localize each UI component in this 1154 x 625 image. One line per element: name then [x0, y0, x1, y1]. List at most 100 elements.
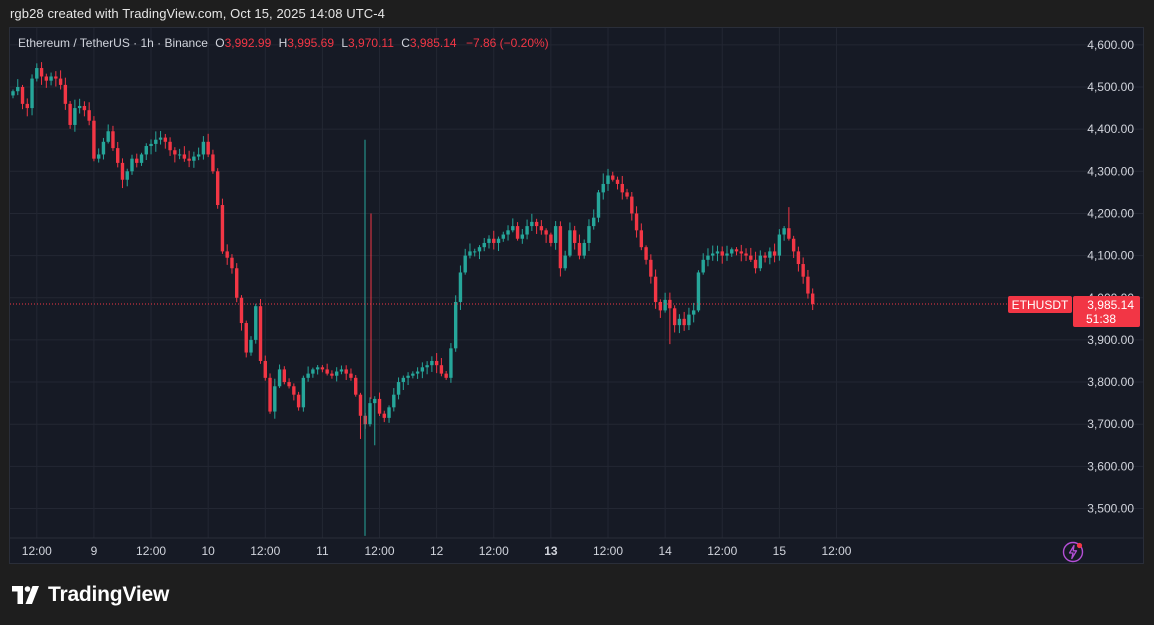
- candle: [406, 372, 410, 386]
- candle: [630, 191, 634, 221]
- candle-body: [287, 382, 291, 387]
- candle-body: [411, 373, 415, 376]
- candle-body: [225, 251, 229, 258]
- legend-low-label: L: [341, 36, 349, 50]
- x-tick-label: 12:00: [707, 544, 737, 558]
- y-tick-label: 4,500.00: [1087, 80, 1134, 94]
- x-tick-label: 15: [773, 544, 787, 558]
- candle-body: [39, 68, 44, 77]
- candle-body: [473, 251, 477, 253]
- candle: [496, 236, 501, 252]
- candle: [301, 375, 306, 412]
- candle-body: [772, 251, 777, 256]
- candle-body: [453, 301, 458, 349]
- x-tick-label: 14: [658, 544, 672, 558]
- candle-body: [54, 76, 58, 79]
- candle: [263, 355, 267, 381]
- candle-body: [430, 360, 434, 366]
- x-tick-label: 12:00: [22, 544, 52, 558]
- candle: [606, 168, 610, 191]
- candle: [777, 229, 782, 261]
- legend-change: −7.86 (−0.20%): [465, 36, 549, 50]
- candle-body: [149, 143, 153, 147]
- candle-body: [549, 234, 553, 243]
- candle-body: [192, 156, 196, 161]
- candle: [492, 230, 496, 250]
- x-tick-label: 11: [316, 544, 329, 558]
- candle: [501, 231, 505, 242]
- candle-body: [220, 205, 225, 252]
- candle-body: [677, 318, 682, 326]
- candle-body: [625, 192, 629, 197]
- candle: [349, 368, 353, 381]
- candle: [787, 207, 791, 241]
- candle: [644, 245, 648, 265]
- candle: [187, 150, 191, 168]
- candle: [230, 254, 234, 274]
- y-tick-label: 4,100.00: [1087, 249, 1134, 263]
- candle: [677, 314, 682, 334]
- candle-body: [568, 230, 572, 256]
- candle: [249, 336, 253, 356]
- candle: [534, 218, 539, 234]
- candle-body: [182, 154, 187, 159]
- candle: [553, 221, 558, 250]
- y-tick-label: 3,600.00: [1087, 459, 1134, 473]
- chart-area[interactable]: 3,500.00 3,600.00 3,700.00 3,800.00 3,900.00…: [9, 27, 1144, 564]
- candle-body: [268, 377, 272, 412]
- candle: [796, 246, 801, 272]
- chart-credit: rgb28 created with TradingView.com, Oct …: [10, 6, 386, 21]
- candle: [544, 228, 548, 243]
- candle: [77, 98, 82, 114]
- candle-body: [116, 148, 120, 163]
- candle: [358, 392, 363, 439]
- candle-body: [634, 213, 639, 231]
- candle: [320, 365, 325, 373]
- candle-body: [544, 230, 548, 235]
- candle-body: [444, 373, 448, 378]
- candle: [125, 168, 129, 187]
- candle-body: [611, 175, 615, 180]
- candle-body: [263, 360, 267, 378]
- candle-body: [730, 249, 734, 254]
- candle-body: [387, 407, 391, 418]
- candle: [20, 84, 25, 110]
- candle-body: [244, 323, 248, 353]
- candlestick-chart[interactable]: 3,500.00 3,600.00 3,700.00 3,800.00 3,900.00…: [10, 28, 1143, 563]
- candle: [287, 378, 291, 389]
- candle-body: [592, 217, 596, 227]
- candle-body: [16, 87, 20, 92]
- candle-body: [44, 76, 49, 81]
- candle: [691, 302, 696, 323]
- candle-body: [25, 103, 29, 109]
- candle-body: [277, 369, 282, 387]
- candle-body: [753, 259, 758, 269]
- candle-body: [311, 369, 315, 374]
- candle-body: [339, 369, 344, 372]
- price-tag: [1073, 296, 1140, 328]
- candle: [258, 299, 263, 364]
- candle: [511, 218, 515, 233]
- candle-body: [301, 377, 306, 408]
- candle-body: [687, 314, 691, 326]
- candle: [215, 168, 220, 209]
- candle: [49, 72, 53, 86]
- candle-body: [787, 228, 791, 239]
- candle-body: [620, 183, 624, 193]
- ohlc-legend: Ethereum / TetherUS · 1h · Binance O3,99…: [18, 36, 549, 50]
- lightning-icon[interactable]: [1062, 541, 1084, 563]
- x-tick-label: 12:00: [250, 544, 280, 558]
- candle-body: [73, 108, 77, 125]
- candle: [68, 100, 72, 129]
- candle-body: [392, 394, 396, 408]
- candle-body: [458, 272, 463, 302]
- candle-body: [320, 367, 325, 370]
- legend-open-label: O: [215, 36, 225, 50]
- candle: [201, 136, 206, 160]
- candle-body: [520, 234, 525, 239]
- candle-body: [525, 226, 529, 235]
- candle-body: [58, 78, 63, 85]
- tradingview-logo[interactable]: TradingView: [12, 583, 169, 607]
- candle: [558, 221, 563, 277]
- candle-body: [139, 154, 144, 163]
